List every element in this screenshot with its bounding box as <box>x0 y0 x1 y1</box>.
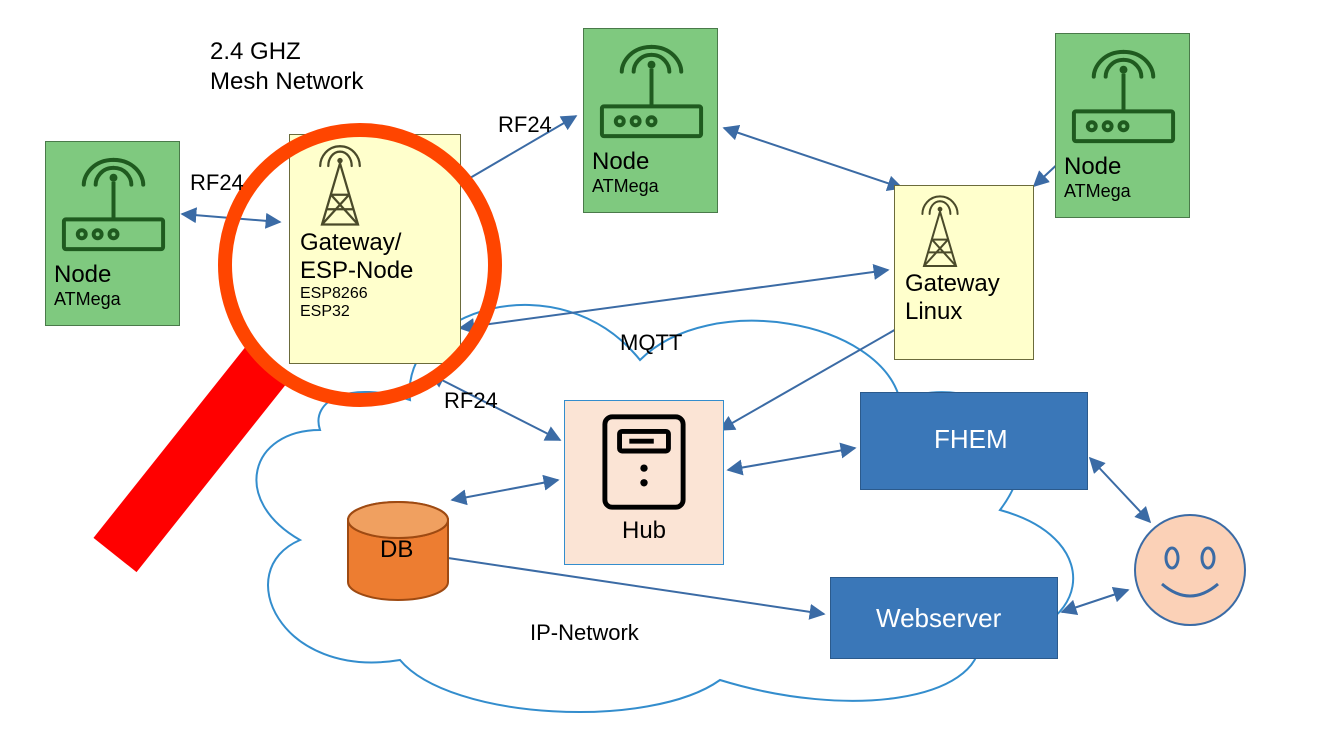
gateway-linux-box: Gateway Linux <box>894 185 1034 360</box>
node-subtitle: ATMega <box>1056 181 1189 202</box>
a-db-hub <box>452 480 558 500</box>
rf24-label-left: RF24 <box>190 170 244 196</box>
node-title: Node <box>584 148 717 176</box>
node-title: Node <box>46 261 179 289</box>
node-subtitle: ATMega <box>584 176 717 197</box>
node-box-right: Node ATMega <box>1055 33 1190 218</box>
a-db-web <box>448 558 824 614</box>
a-node-left-gw <box>182 214 280 222</box>
node-box-top: Node ATMega <box>583 28 718 213</box>
a-web-smiley <box>1062 590 1128 612</box>
node-subtitle: ATMega <box>46 289 179 310</box>
a-hub-fhem <box>728 448 855 470</box>
ip-network-label: IP-Network <box>530 620 639 646</box>
diagram-canvas: Node ATMega Node ATMega <box>0 0 1323 744</box>
node-box-left: Node ATMega <box>45 141 180 326</box>
mqtt-label: MQTT <box>620 330 682 356</box>
mesh-label-line2: Mesh Network <box>210 68 363 96</box>
mesh-label-line1: 2.4 GHZ <box>210 38 301 66</box>
webserver-label: Webserver <box>876 603 1001 634</box>
hub-box: Hub <box>564 400 724 565</box>
db-label: DB <box>380 536 413 564</box>
a-gw-mqtt-gwlin <box>460 270 888 328</box>
gateway-esp-box: Gateway/ ESP-Node ESP8266 ESP32 <box>289 134 461 364</box>
rf24-label-hub: RF24 <box>444 388 498 414</box>
smiley-face-icon <box>1131 511 1249 629</box>
a-node-top-gwlin <box>724 128 902 188</box>
hub-title: Hub <box>565 517 723 545</box>
fhem-label: FHEM <box>934 424 1008 455</box>
rf24-label-mid: RF24 <box>498 112 552 138</box>
node-title: Node <box>1056 153 1189 181</box>
